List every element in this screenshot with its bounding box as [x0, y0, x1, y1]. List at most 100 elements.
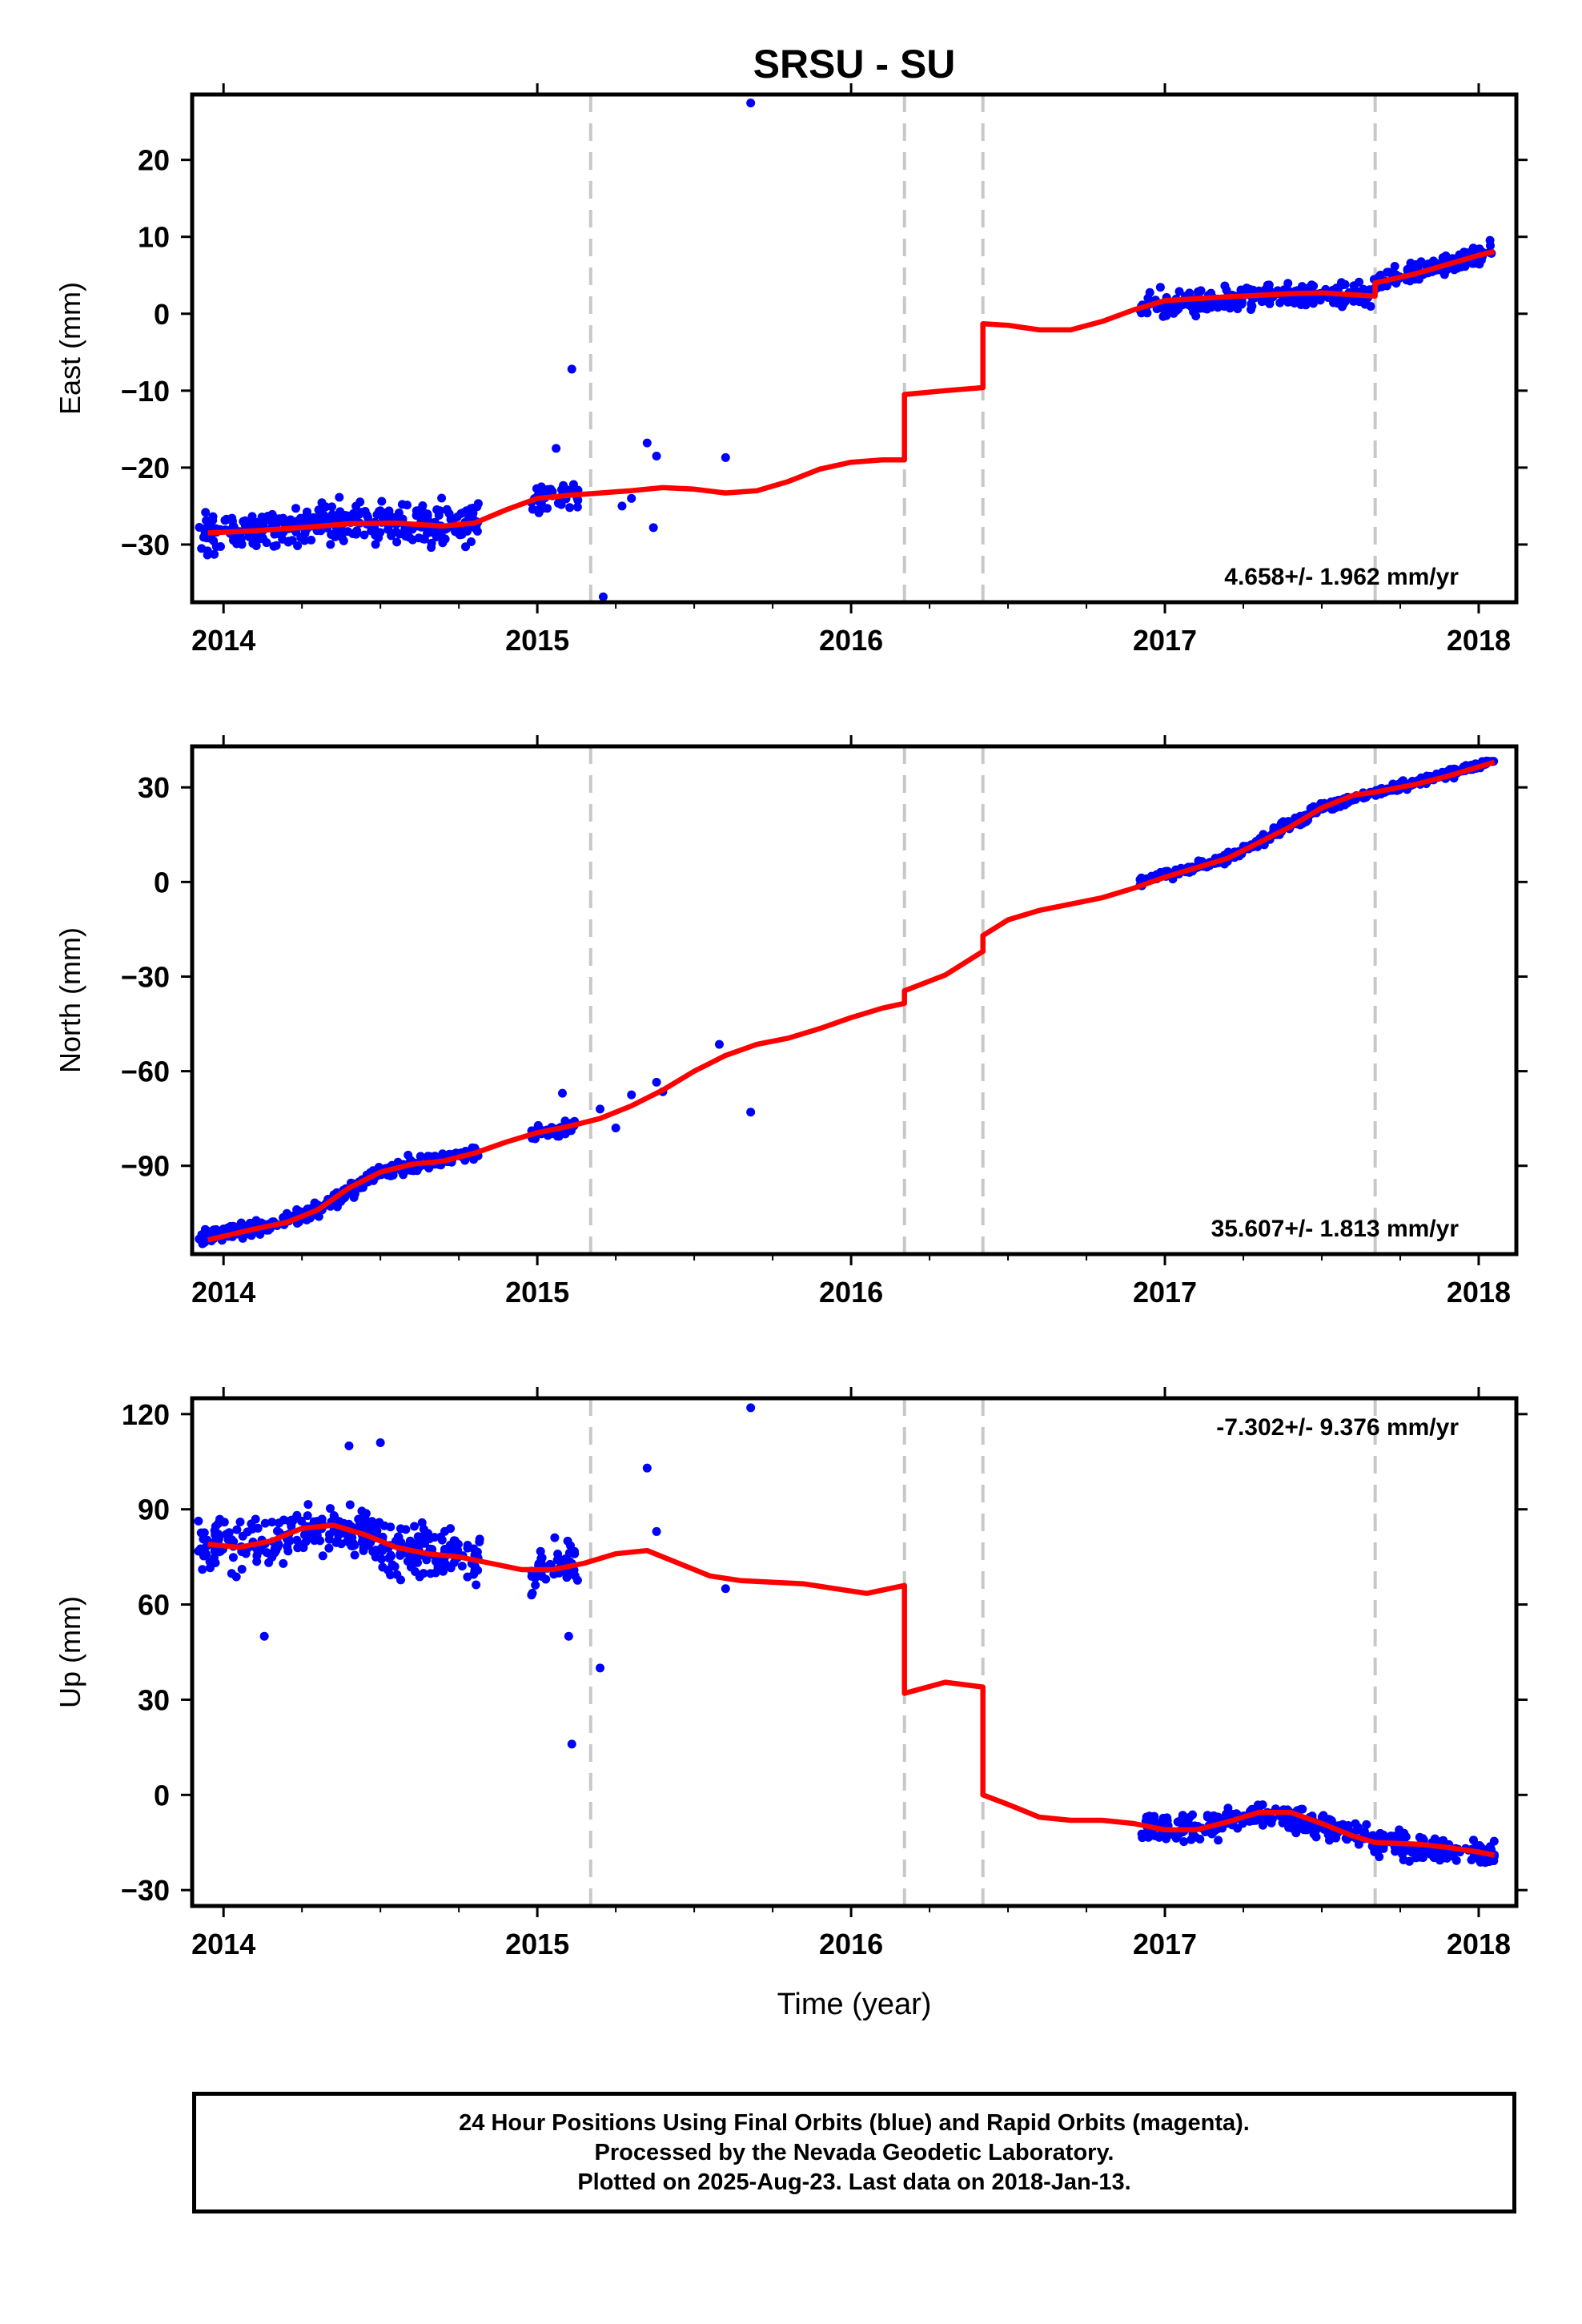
data-point — [326, 1504, 335, 1514]
data-point — [572, 1575, 582, 1585]
data-point — [1396, 1846, 1405, 1856]
data-point — [1284, 294, 1294, 304]
data-point — [1259, 1815, 1268, 1825]
y-tick-label: 0 — [154, 1779, 170, 1811]
data-point — [425, 1534, 434, 1544]
data-point — [1299, 1819, 1308, 1828]
data-point-outlier — [557, 1088, 567, 1098]
data-point — [1404, 1856, 1414, 1866]
data-point — [352, 526, 362, 536]
plot-area-east — [195, 94, 1496, 602]
data-point-outlier — [259, 1631, 269, 1641]
data-point — [437, 493, 447, 503]
data-point — [345, 1500, 355, 1510]
data-point — [300, 529, 310, 538]
data-point — [196, 1544, 205, 1554]
data-point — [318, 1551, 327, 1561]
x-tick-label: 2014 — [191, 624, 255, 657]
data-point-outlier — [344, 1441, 354, 1450]
data-point-outlier — [746, 1403, 756, 1413]
data-point-outlier — [617, 501, 627, 511]
data-point — [224, 1224, 234, 1233]
data-point — [403, 501, 412, 510]
data-point — [419, 1525, 428, 1534]
data-point — [565, 503, 575, 513]
y-tick-label: 60 — [138, 1589, 170, 1622]
data-point — [1297, 282, 1307, 292]
y-axis-label: East (mm) — [54, 282, 86, 415]
data-point — [292, 1535, 302, 1545]
data-point-outlier — [746, 1108, 756, 1117]
data-point — [267, 1518, 277, 1527]
data-point — [283, 1542, 292, 1551]
data-point — [1338, 280, 1347, 290]
data-point — [531, 1573, 540, 1582]
data-point — [572, 502, 582, 512]
x-tick-label: 2015 — [505, 1928, 569, 1960]
data-point — [377, 497, 387, 506]
data-point — [1263, 280, 1272, 290]
data-point-outlier — [375, 1437, 385, 1447]
data-point — [413, 1532, 423, 1542]
data-point — [436, 1532, 446, 1542]
data-point — [444, 509, 454, 518]
data-point — [306, 515, 315, 525]
x-tick-label: 2015 — [505, 1276, 569, 1309]
model-curve — [207, 759, 1496, 1243]
data-point — [463, 1541, 472, 1550]
data-point — [527, 1590, 536, 1600]
data-point — [1298, 1804, 1307, 1814]
data-point — [1252, 1815, 1262, 1824]
data-point — [416, 509, 425, 518]
data-point — [1404, 1846, 1414, 1856]
data-point — [531, 1580, 540, 1590]
y-tick-label: −30 — [121, 1874, 170, 1907]
data-point — [202, 516, 211, 525]
data-point — [194, 1516, 203, 1526]
data-point — [375, 1518, 384, 1527]
data-point — [1362, 1819, 1371, 1829]
data-point — [211, 542, 221, 552]
data-point — [195, 523, 204, 532]
data-point-outlier — [596, 1663, 605, 1673]
data-point — [199, 1534, 208, 1544]
axes-frame — [190, 1396, 1519, 1908]
data-point — [198, 1565, 207, 1574]
data-point — [403, 1557, 412, 1566]
data-point — [457, 1562, 467, 1571]
data-point — [1174, 287, 1184, 296]
data-point — [432, 533, 441, 541]
data-point — [260, 1518, 270, 1528]
data-point — [1224, 1808, 1234, 1818]
data-point — [1403, 264, 1412, 274]
data-point — [269, 513, 279, 523]
data-point — [1301, 300, 1311, 310]
data-point — [230, 533, 239, 543]
data-point — [532, 484, 541, 493]
data-point — [1233, 1823, 1243, 1833]
data-point — [451, 527, 460, 537]
caption-line-1: 24 Hour Positions Using Final Orbits (bl… — [459, 2109, 1250, 2136]
data-point — [383, 525, 393, 534]
data-point — [1142, 1812, 1151, 1822]
data-point — [206, 1563, 215, 1573]
data-point — [251, 1514, 260, 1524]
data-point — [548, 487, 557, 497]
data-point — [1155, 283, 1165, 292]
data-point — [553, 498, 563, 508]
data-point — [251, 1216, 261, 1225]
data-point — [1158, 312, 1168, 321]
data-point — [427, 538, 436, 548]
data-point — [1183, 1818, 1193, 1827]
data-point — [439, 1566, 448, 1576]
model-curve — [207, 1522, 1496, 1858]
data-point — [1179, 1837, 1189, 1847]
data-point-outlier — [627, 1090, 636, 1100]
data-points — [195, 99, 1496, 601]
data-point — [431, 1568, 440, 1578]
data-point — [1411, 1853, 1421, 1863]
data-point — [1222, 285, 1231, 295]
y-tick-label: 120 — [122, 1398, 170, 1431]
caption-line-3: Plotted on 2025-Aug-23. Last data on 201… — [577, 2169, 1131, 2195]
data-point — [1225, 304, 1235, 313]
